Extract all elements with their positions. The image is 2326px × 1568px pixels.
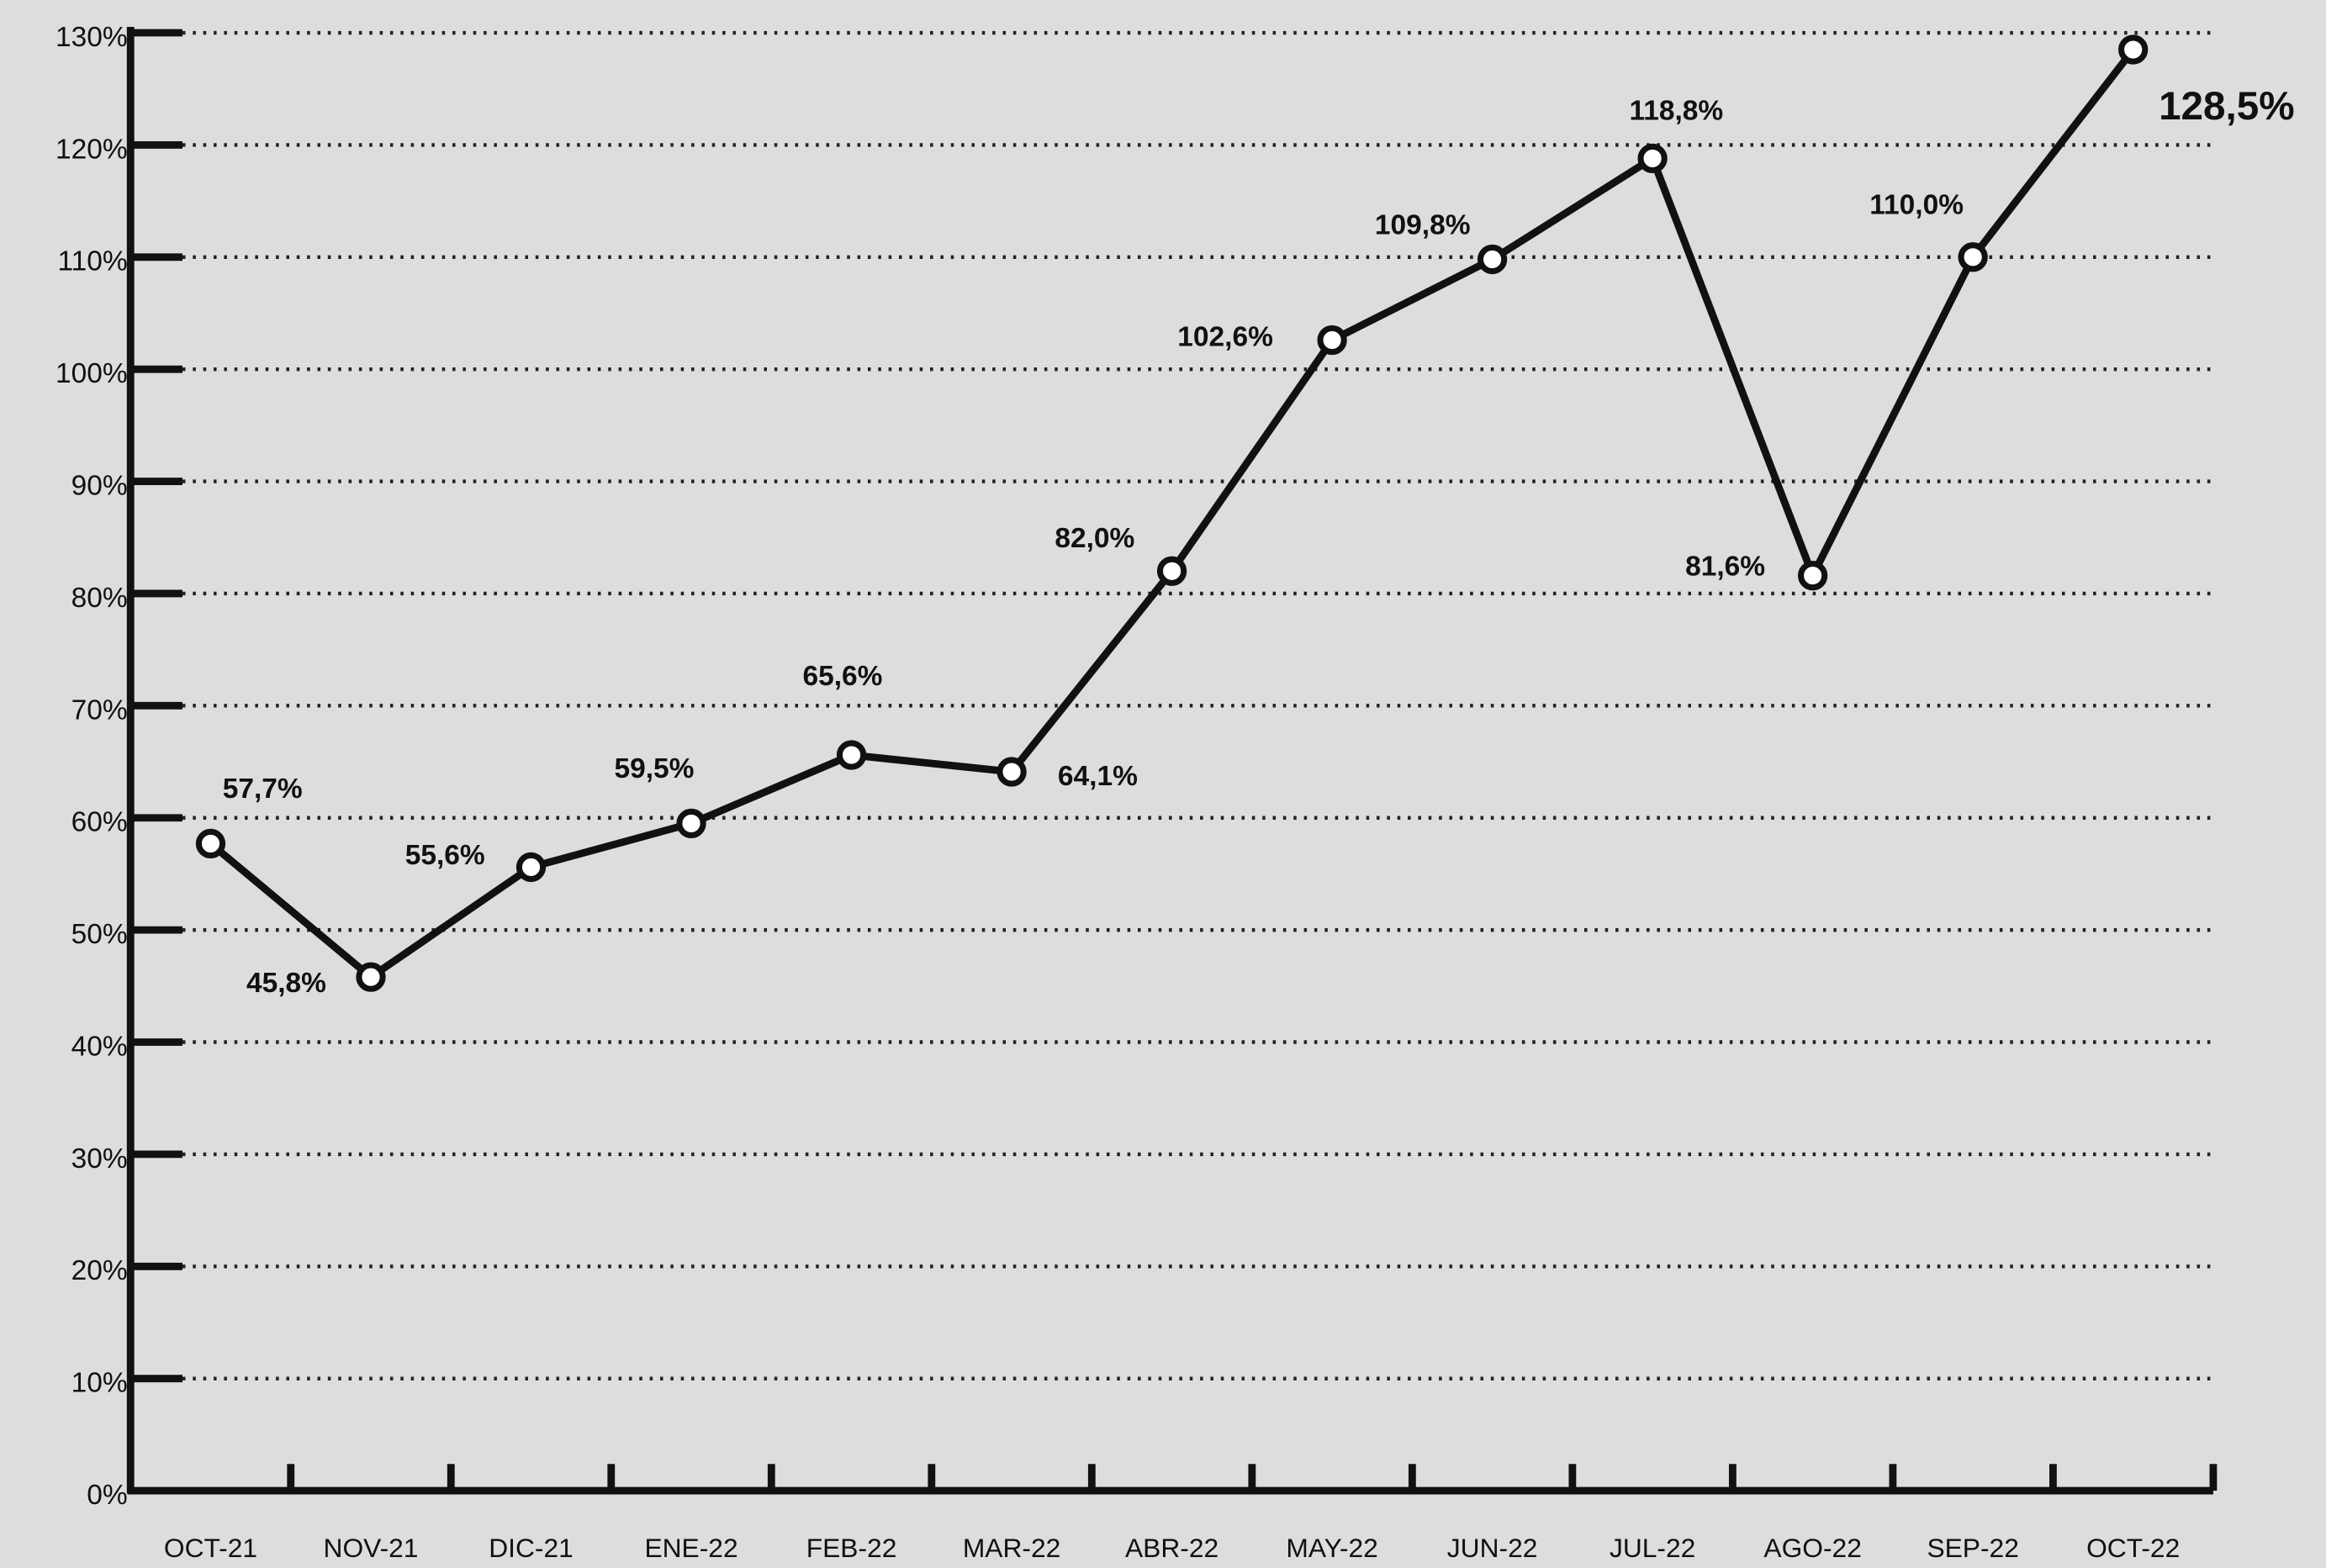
x-tick-label: FEB-22 <box>806 1533 897 1563</box>
marker <box>1477 244 1508 275</box>
value-label: 102,6% <box>1177 322 1273 353</box>
y-tick-label: 80% <box>71 583 128 614</box>
x-tick-label: JUL-22 <box>1610 1533 1695 1563</box>
y-tick-label: 30% <box>71 1143 128 1175</box>
y-tick-label: 120% <box>56 134 128 165</box>
x-tick-label: OCT-21 <box>164 1533 257 1563</box>
marker <box>996 757 1027 787</box>
x-tick-label: ABR-22 <box>1125 1533 1219 1563</box>
value-label: 81,6% <box>1685 552 1765 583</box>
y-tick-label: 40% <box>71 1031 128 1062</box>
value-label: 110,0% <box>1869 190 1964 221</box>
marker <box>515 852 547 883</box>
y-tick-label: 130% <box>56 22 128 53</box>
value-label: 82,0% <box>1055 523 1134 554</box>
marker <box>836 740 867 770</box>
x-tick-label: SEP-22 <box>1927 1533 2018 1563</box>
marker <box>1156 556 1187 586</box>
y-tick-label: 60% <box>71 807 128 838</box>
x-tick-label: MAR-22 <box>963 1533 1060 1563</box>
marker <box>1798 560 1828 591</box>
x-tick-label: JUN-22 <box>1447 1533 1538 1563</box>
value-label: 59,5% <box>614 753 694 784</box>
x-tick-label: ENE-22 <box>644 1533 737 1563</box>
value-label: 109,8% <box>1375 210 1471 241</box>
value-label: 118,8% <box>1629 96 1723 127</box>
y-tick-label: 100% <box>56 358 128 389</box>
y-tick-label: 10% <box>71 1368 128 1399</box>
y-tick-label: 20% <box>71 1255 128 1286</box>
value-label: 55,6% <box>405 840 485 871</box>
x-tick-label: AGO-22 <box>1763 1533 1861 1563</box>
marker <box>195 828 226 859</box>
y-tick-label: 70% <box>71 694 128 726</box>
value-label: 57,7% <box>223 773 303 805</box>
value-label: 45,8% <box>246 968 326 999</box>
marker <box>2118 34 2149 65</box>
value-label: 65,6% <box>802 661 882 692</box>
value-label: 64,1% <box>1058 761 1138 792</box>
marker <box>356 962 386 992</box>
marker <box>676 808 706 839</box>
y-tick-label: 50% <box>71 919 128 950</box>
x-tick-label: MAY-22 <box>1286 1533 1377 1563</box>
y-tick-label: 0% <box>87 1480 127 1511</box>
x-tick-label: DIC-21 <box>489 1533 574 1563</box>
x-tick-label: NOV-21 <box>324 1533 419 1563</box>
marker <box>1317 325 1347 356</box>
marker <box>1958 242 1988 272</box>
x-tick-label: OCT-22 <box>2086 1533 2180 1563</box>
y-tick-label: 110% <box>58 246 128 277</box>
y-tick-label: 90% <box>71 470 128 501</box>
marker <box>1637 143 1668 174</box>
value-label: 128,5% <box>2159 84 2294 129</box>
